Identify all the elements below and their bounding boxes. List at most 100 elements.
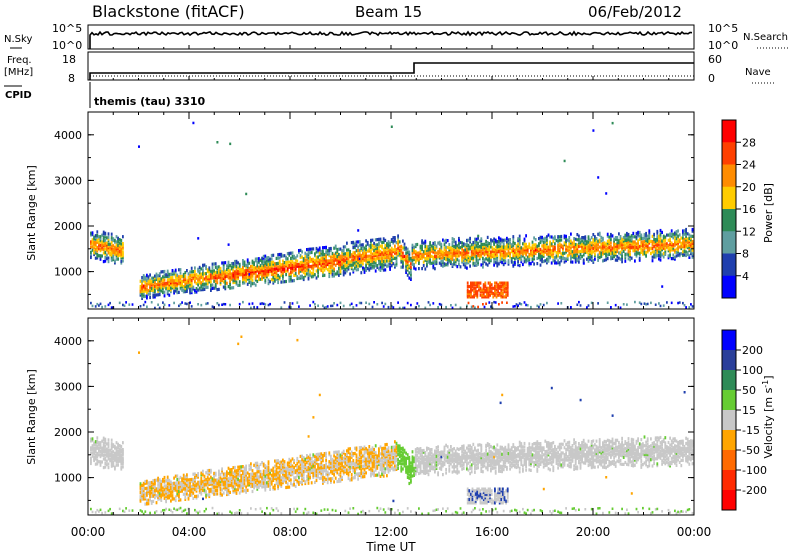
echo-pixel (384, 260, 386, 263)
echo-pixel (255, 462, 257, 465)
echo-pixel (453, 249, 455, 252)
echo-pixel (304, 252, 306, 255)
echo-pixel (404, 258, 406, 261)
echo-pixel (631, 234, 633, 237)
echo-pixel (514, 261, 516, 264)
echo-pixel (229, 491, 231, 494)
echo-pixel (664, 236, 666, 239)
echo-pixel (98, 247, 100, 250)
echo-pixel (653, 233, 655, 236)
echo-pixel (146, 288, 148, 291)
echo-pixel (491, 290, 493, 293)
echo-pixel (96, 452, 98, 455)
echo-pixel (184, 302, 186, 305)
echo-pixel (162, 270, 164, 273)
echo-pixel (517, 253, 519, 256)
echo-pixel (216, 288, 218, 291)
echo-pixel (288, 252, 290, 255)
echo-pixel (208, 266, 210, 269)
echo-pixel (196, 290, 198, 293)
echo-pixel (556, 239, 558, 242)
echo-pixel (616, 241, 618, 244)
echo-pixel (274, 278, 276, 281)
echo-pixel (157, 484, 159, 487)
echo-pixel (469, 237, 471, 240)
echo-pixel (378, 257, 380, 260)
echo-pixel (338, 267, 340, 270)
echo-pixel (221, 483, 223, 486)
echo-pixel (117, 464, 119, 467)
colorbar-tick-label: 24 (742, 159, 756, 172)
echo-pixel (261, 257, 263, 260)
echo-pixel (407, 248, 409, 251)
echo-pixel (429, 304, 431, 307)
echo-pixel (100, 441, 102, 444)
echo-pixel (213, 287, 215, 290)
echo-pixel (178, 508, 180, 511)
echo-pixel (200, 273, 202, 276)
echo-pixel (199, 481, 201, 484)
echo-pixel (522, 247, 524, 250)
echo-pixel (400, 245, 402, 248)
echo-pixel (197, 268, 199, 271)
echo-pixel (596, 240, 598, 243)
echo-pixel (173, 290, 175, 293)
echo-pixel (407, 267, 409, 270)
echo-pixel (108, 236, 110, 239)
echo-pixel (501, 245, 503, 248)
echo-pixel (255, 484, 257, 487)
echo-pixel (164, 294, 166, 297)
echo-pixel (215, 274, 217, 277)
echo-pixel (677, 229, 679, 232)
echo-pixel (108, 438, 110, 441)
echo-pixel (528, 243, 530, 246)
echo-pixel (237, 478, 239, 481)
echo-pixel (205, 276, 207, 279)
echo-pixel (162, 487, 164, 490)
echo-pixel (295, 262, 297, 265)
echo-pixel (346, 257, 348, 260)
echo-pixel (472, 295, 474, 298)
echo-pixel (215, 262, 217, 265)
echo-pixel (431, 262, 433, 265)
echo-pixel (255, 284, 257, 287)
echo-pixel (552, 259, 554, 262)
echo-pixel (364, 267, 366, 270)
echo-pixel (103, 457, 105, 460)
echo-pixel (205, 508, 207, 511)
echo-pixel (332, 273, 334, 276)
echo-pixel (653, 250, 655, 253)
echo-pixel (248, 473, 250, 476)
echo-pixel (212, 489, 214, 492)
echo-pixel (239, 509, 241, 512)
echo-pixel (645, 303, 647, 306)
echo-pixel (311, 251, 313, 254)
echo-pixel (564, 260, 566, 263)
echo-pixel (292, 255, 294, 258)
echo-pixel (271, 261, 273, 264)
echo-pixel (221, 270, 223, 273)
echo-pixel (452, 237, 454, 240)
echo-pixel (572, 250, 574, 253)
echo-pixel (141, 510, 143, 513)
echo-pixel (581, 255, 583, 258)
echo-pixel (252, 260, 254, 263)
echo-pixel (292, 251, 294, 254)
echo-pixel (365, 245, 367, 248)
echo-pixel (692, 235, 694, 238)
echo-pixel (95, 234, 97, 237)
echo-pixel (220, 476, 222, 479)
echo-pixel (381, 244, 383, 247)
echo-pixel (172, 494, 174, 497)
echo-pixel (490, 245, 492, 248)
colorbar-segment (722, 254, 736, 277)
echo-pixel (608, 236, 610, 239)
echo-pixel (592, 238, 594, 241)
echo-pixel (231, 262, 233, 265)
echo-pixel (660, 232, 662, 235)
echo-pixel (519, 264, 521, 267)
echo-pixel (176, 288, 178, 291)
echo-pixel (381, 257, 383, 260)
echo-pixel (215, 283, 217, 286)
echo-pixel (552, 237, 554, 240)
